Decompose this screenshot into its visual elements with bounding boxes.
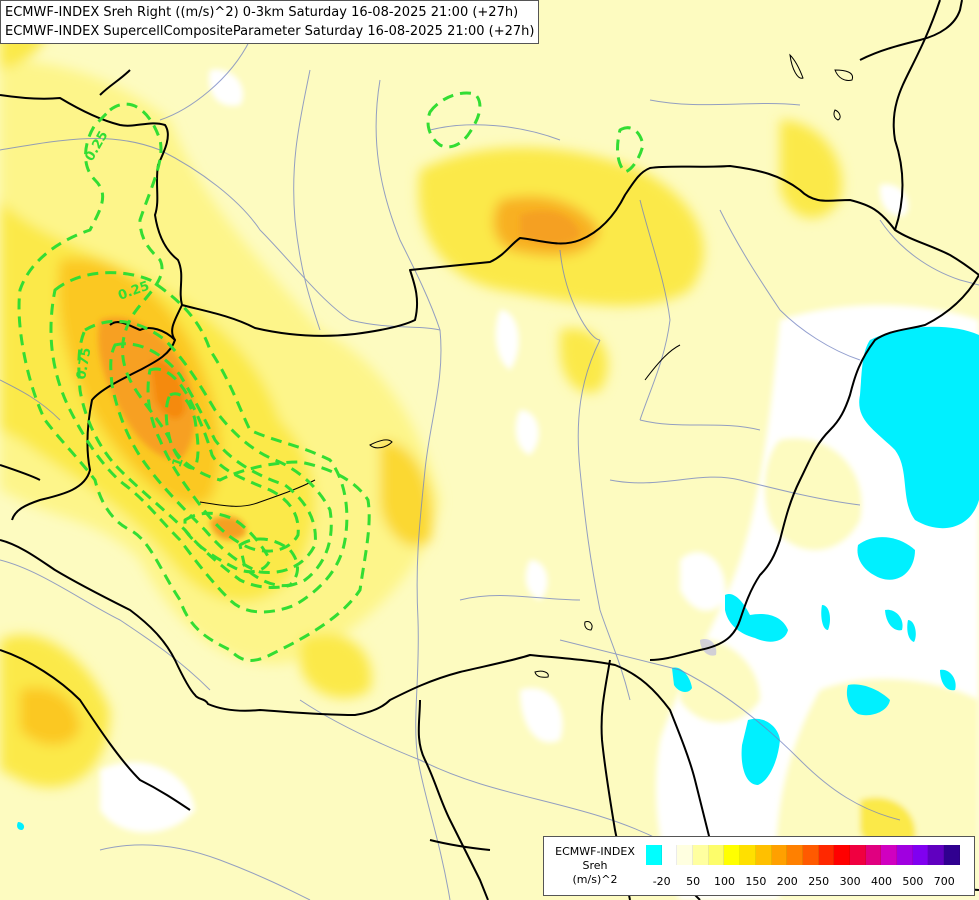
legend-title: ECMWF-INDEX Sreh (m/s)^2	[546, 845, 644, 887]
legend-swatch	[677, 845, 694, 865]
legend-swatch	[708, 845, 725, 865]
legend-tick-label: 300	[839, 875, 861, 888]
legend-swatch	[912, 845, 929, 865]
legend-swatch	[944, 845, 960, 865]
legend-swatch	[897, 845, 913, 865]
legend-swatch	[818, 845, 835, 865]
legend-tick-label: 150	[745, 875, 767, 888]
legend-swatch	[849, 845, 866, 865]
legend-swatch	[755, 845, 772, 865]
legend-tick-label: 400	[871, 875, 892, 888]
legend-ticks: -20 50 100 150 200 250 300 400 500 700	[646, 875, 966, 889]
legend-swatch	[661, 845, 678, 865]
legend-tick-label: 50	[686, 875, 701, 888]
legend-tick-label: 700	[933, 875, 955, 888]
legend-swatch	[928, 845, 945, 865]
legend-swatch	[724, 845, 741, 865]
legend-tick-label: -20	[652, 875, 671, 888]
legend-swatch	[881, 845, 897, 865]
legend-source: ECMWF-INDEX	[555, 845, 635, 858]
legend-unit: (m/s)^2	[572, 873, 618, 886]
legend-swatch	[834, 845, 850, 865]
legend-tick-label: 500	[902, 875, 924, 888]
lakes	[199, 53, 854, 678]
contour-label: 0.75	[74, 346, 94, 380]
legend-swatch	[787, 845, 803, 865]
legend-tick-label: 200	[776, 875, 798, 888]
scp-contours	[17, 91, 645, 662]
legend-swatch	[771, 845, 788, 865]
legend-swatch	[740, 845, 756, 865]
legend-swatches	[646, 845, 960, 865]
legend-tick-label: 100	[714, 875, 735, 888]
legend-variable: Sreh	[582, 859, 608, 872]
title-line-sreh: ECMWF-INDEX Sreh Right ((m/s)^2) 0-3km S…	[5, 5, 519, 20]
legend-swatch	[802, 845, 819, 865]
legend-swatch	[693, 845, 709, 865]
legend-tick-label: 250	[808, 875, 830, 888]
legend-swatch	[646, 845, 662, 865]
legend-swatch	[865, 845, 882, 865]
color-legend: ECMWF-INDEX Sreh (m/s)^2 -20 50 100 150 200 2…	[543, 836, 975, 896]
map-title-box: ECMWF-INDEX Sreh Right ((m/s)^2) 0-3km S…	[0, 0, 540, 44]
title-line-scp: ECMWF-INDEX SupercellCompositeParameter …	[5, 24, 535, 39]
